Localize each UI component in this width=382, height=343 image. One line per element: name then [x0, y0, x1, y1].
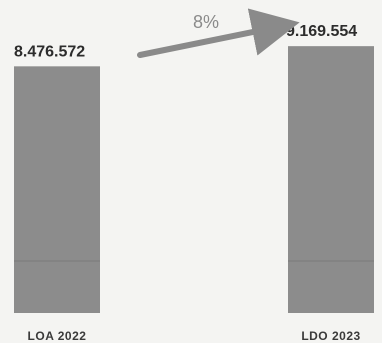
- value-label-2: 9.169.554: [286, 23, 357, 40]
- growth-arrow: [137, 8, 300, 58]
- value-label-1: 8.476.572: [14, 43, 85, 60]
- bars-group: [14, 46, 374, 313]
- bar-1: [14, 66, 100, 313]
- bar-2: [288, 46, 374, 313]
- growth-percentage-label: 8%: [193, 12, 219, 32]
- value-labels-group: 8.476.572 9.169.554: [14, 23, 357, 60]
- category-label-2: LDO 2023: [301, 329, 360, 343]
- category-labels-group: LOA 2022 LDO 2023: [28, 329, 361, 343]
- category-label-1: LOA 2022: [28, 329, 87, 343]
